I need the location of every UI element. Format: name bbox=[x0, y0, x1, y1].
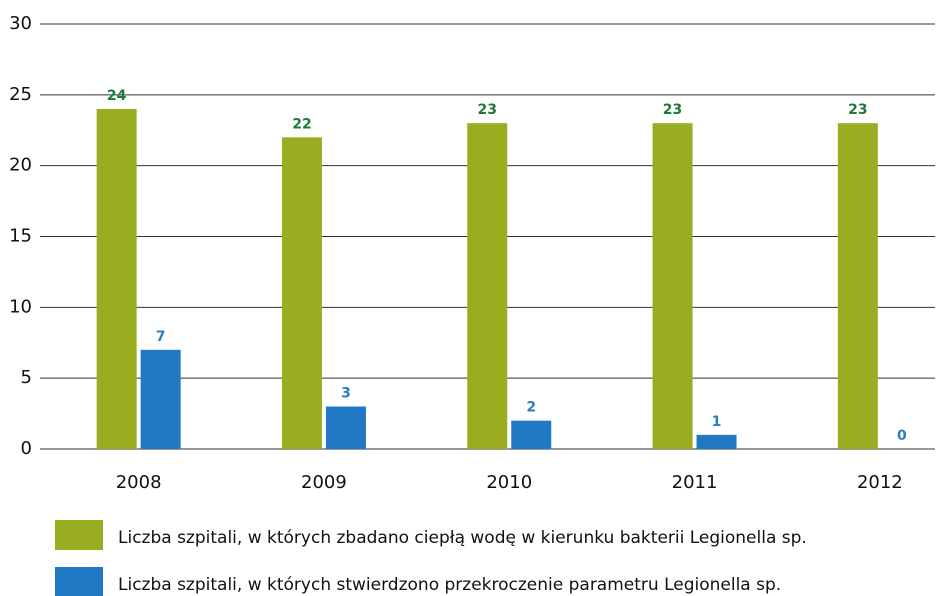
x-tick-label: 2011 bbox=[672, 472, 718, 493]
y-tick-label: 15 bbox=[9, 226, 32, 247]
value-label: 23 bbox=[478, 102, 497, 118]
x-tick-label: 2010 bbox=[486, 472, 532, 493]
y-tick-label: 25 bbox=[9, 84, 32, 105]
legend-swatch bbox=[55, 520, 103, 550]
legend-label: Liczba szpitali, w których zbadano ciepł… bbox=[118, 528, 807, 548]
value-label: 2 bbox=[526, 400, 536, 416]
value-label: 22 bbox=[292, 116, 311, 132]
value-label: 24 bbox=[107, 88, 127, 104]
bar bbox=[140, 349, 181, 449]
bar bbox=[96, 109, 137, 449]
bar bbox=[325, 406, 366, 449]
bar bbox=[511, 420, 552, 449]
value-label: 7 bbox=[156, 329, 166, 345]
legend-swatch bbox=[55, 567, 103, 596]
x-tick-label: 2009 bbox=[301, 472, 347, 493]
x-tick-label: 2008 bbox=[116, 472, 162, 493]
value-label: 3 bbox=[341, 386, 351, 402]
bar bbox=[281, 137, 322, 450]
bar bbox=[696, 434, 737, 449]
y-tick-label: 0 bbox=[21, 438, 32, 459]
bar bbox=[652, 123, 693, 450]
value-label: 1 bbox=[712, 414, 722, 430]
legend-label: Liczba szpitali, w których stwierdzono p… bbox=[118, 575, 781, 595]
y-tick-label: 30 bbox=[9, 13, 32, 34]
y-tick-label: 10 bbox=[9, 296, 32, 317]
y-tick-label: 5 bbox=[21, 367, 32, 388]
value-label: 23 bbox=[663, 102, 682, 118]
value-label: 0 bbox=[897, 428, 907, 444]
bar bbox=[467, 123, 508, 450]
y-tick-label: 20 bbox=[9, 155, 32, 176]
x-tick-label: 2012 bbox=[857, 472, 903, 493]
bar bbox=[837, 123, 878, 450]
value-label: 23 bbox=[848, 102, 867, 118]
